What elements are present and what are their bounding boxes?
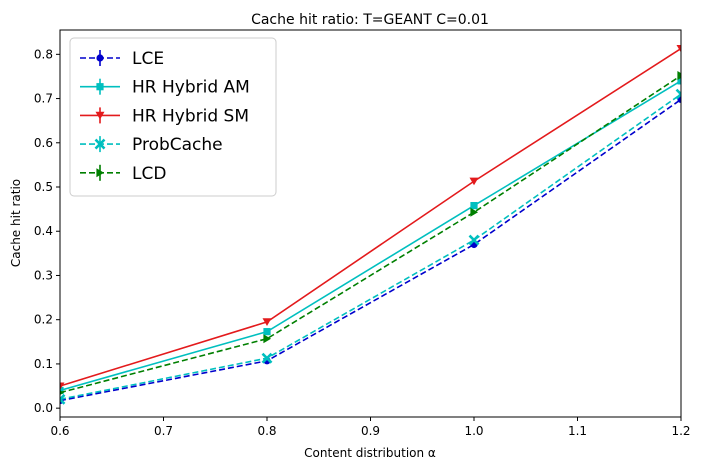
data-point-hr-hybrid-am xyxy=(470,201,478,210)
y-tick-label: 0.7 xyxy=(34,92,53,106)
data-point-hr-hybrid-sm xyxy=(262,318,272,326)
series-line-lce xyxy=(60,98,681,402)
series-hr-hybrid-sm xyxy=(60,44,681,391)
series-probcache xyxy=(60,88,681,405)
series-line-hr-hybrid-sm xyxy=(60,47,681,387)
legend-marker xyxy=(95,111,105,120)
data-point-hr-hybrid-sm xyxy=(60,382,65,391)
data-point-lcd xyxy=(263,334,272,344)
y-tick-label: 0.5 xyxy=(34,180,53,194)
x-tick-label: 1.0 xyxy=(464,424,483,438)
data-point-hr-hybrid-am xyxy=(263,328,271,336)
y-tick-label: 0.4 xyxy=(34,224,53,238)
x-tick-label: 1.1 xyxy=(568,424,587,438)
x-axis: 0.6 0.7 0.8 0.9 1.0 1.1 1.2 xyxy=(50,417,691,438)
data-point-probcache xyxy=(468,234,480,246)
legend-entry-hr-hybrid-sm: HR Hybrid SM xyxy=(80,106,249,126)
y-axis-label: Cache hit ratio xyxy=(9,179,23,267)
x-tick-label: 0.7 xyxy=(154,424,173,438)
series-lcd xyxy=(60,71,681,396)
legend-label: LCE xyxy=(132,49,164,69)
series-line-lcd xyxy=(60,74,681,394)
legend-marker xyxy=(96,168,105,178)
x-tick-label: 0.6 xyxy=(50,424,69,438)
data-point-hr-hybrid-sm xyxy=(469,177,479,186)
y-tick-label: 0.8 xyxy=(34,47,53,61)
x-tick-label: 0.9 xyxy=(361,424,380,438)
y-tick-label: 0.0 xyxy=(34,401,53,415)
x-tick-label: 0.8 xyxy=(257,424,276,438)
legend-entry-lce: LCE xyxy=(80,49,164,69)
data-point-probcache xyxy=(60,393,66,405)
legend-label: LCD xyxy=(132,164,166,184)
legend-entry-hr-hybrid-am: HR Hybrid AM xyxy=(80,78,250,98)
legend-label: HR Hybrid AM xyxy=(132,78,250,98)
y-tick-label: 0.2 xyxy=(34,313,53,327)
x-axis-label: Content distribution α xyxy=(304,446,436,460)
data-point-probcache xyxy=(675,88,681,100)
y-tick-label: 0.6 xyxy=(34,136,53,150)
legend-label: ProbCache xyxy=(132,135,223,155)
data-point-probcache xyxy=(261,352,273,364)
data-point-lcd xyxy=(677,71,681,81)
series-line-probcache xyxy=(60,93,681,401)
y-tick-label: 0.3 xyxy=(34,268,53,282)
legend-marker xyxy=(94,138,106,150)
legend-box xyxy=(69,37,277,197)
legend-entry-probcache: ProbCache xyxy=(80,135,223,155)
data-point-lcd xyxy=(60,390,65,396)
y-axis: 0.0 0.1 0.2 0.3 0.4 0.5 0.6 0.7 0.8 xyxy=(34,47,60,415)
legend-label: HR Hybrid SM xyxy=(132,106,249,126)
legend-entry-lcd: LCD xyxy=(80,164,166,184)
chart-title: Cache hit ratio: T=GEANT C=0.01 xyxy=(251,12,489,28)
data-point-hr-hybrid-am xyxy=(677,77,681,85)
data-point-hr-hybrid-am xyxy=(60,386,64,395)
data-point-hr-hybrid-sm xyxy=(676,44,681,53)
legend-marker xyxy=(96,83,104,91)
plot-area xyxy=(60,44,681,405)
legend: LCE HR Hybrid AM HR Hybrid SM ProbCache LCD xyxy=(69,37,277,197)
legend-marker xyxy=(96,54,104,62)
data-point-lcd xyxy=(470,207,479,217)
y-tick-label: 0.1 xyxy=(34,357,53,371)
x-tick-label: 1.2 xyxy=(671,424,690,438)
